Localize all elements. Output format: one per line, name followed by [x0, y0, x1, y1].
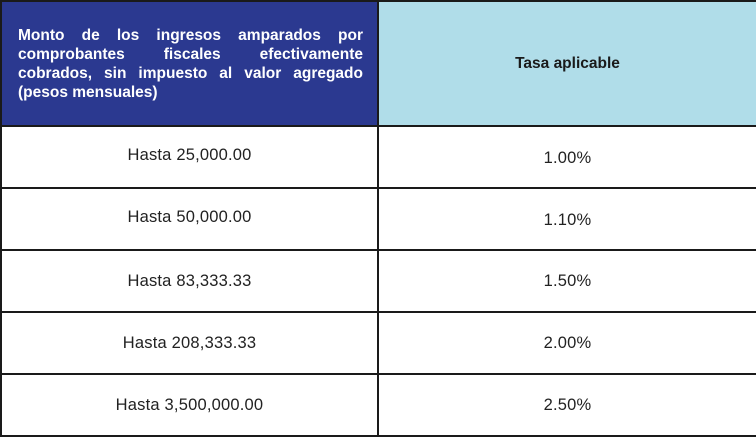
table-row: Hasta 3,500,000.00 2.50%: [0, 373, 756, 437]
rate-column-header: Tasa aplicable: [377, 0, 756, 127]
rate-cell: 2.50%: [377, 373, 756, 437]
table-row: Hasta 25,000.00 1.00%: [0, 125, 756, 189]
table-row: Hasta 208,333.33 2.00%: [0, 311, 756, 375]
table-row: Hasta 50,000.00 1.10%: [0, 187, 756, 251]
rate-cell: 2.00%: [377, 311, 756, 375]
income-column-header: Monto de los ingresos amparados por comp…: [0, 0, 379, 127]
table-row: Hasta 83,333.33 1.50%: [0, 249, 756, 313]
table-header: Monto de los ingresos amparados por comp…: [0, 0, 756, 127]
table-body: Hasta 25,000.00 1.00% Hasta 50,000.00 1.…: [0, 125, 756, 437]
header-row: Monto de los ingresos amparados por comp…: [0, 0, 756, 127]
income-cell: Hasta 25,000.00: [0, 125, 379, 189]
income-cell: Hasta 50,000.00: [0, 187, 379, 251]
income-cell: Hasta 3,500,000.00: [0, 373, 379, 437]
income-cell: Hasta 208,333.33: [0, 311, 379, 375]
rate-cell: 1.50%: [377, 249, 756, 313]
rate-cell: 1.10%: [377, 187, 756, 251]
rate-cell: 1.00%: [377, 125, 756, 189]
income-cell: Hasta 83,333.33: [0, 249, 379, 313]
